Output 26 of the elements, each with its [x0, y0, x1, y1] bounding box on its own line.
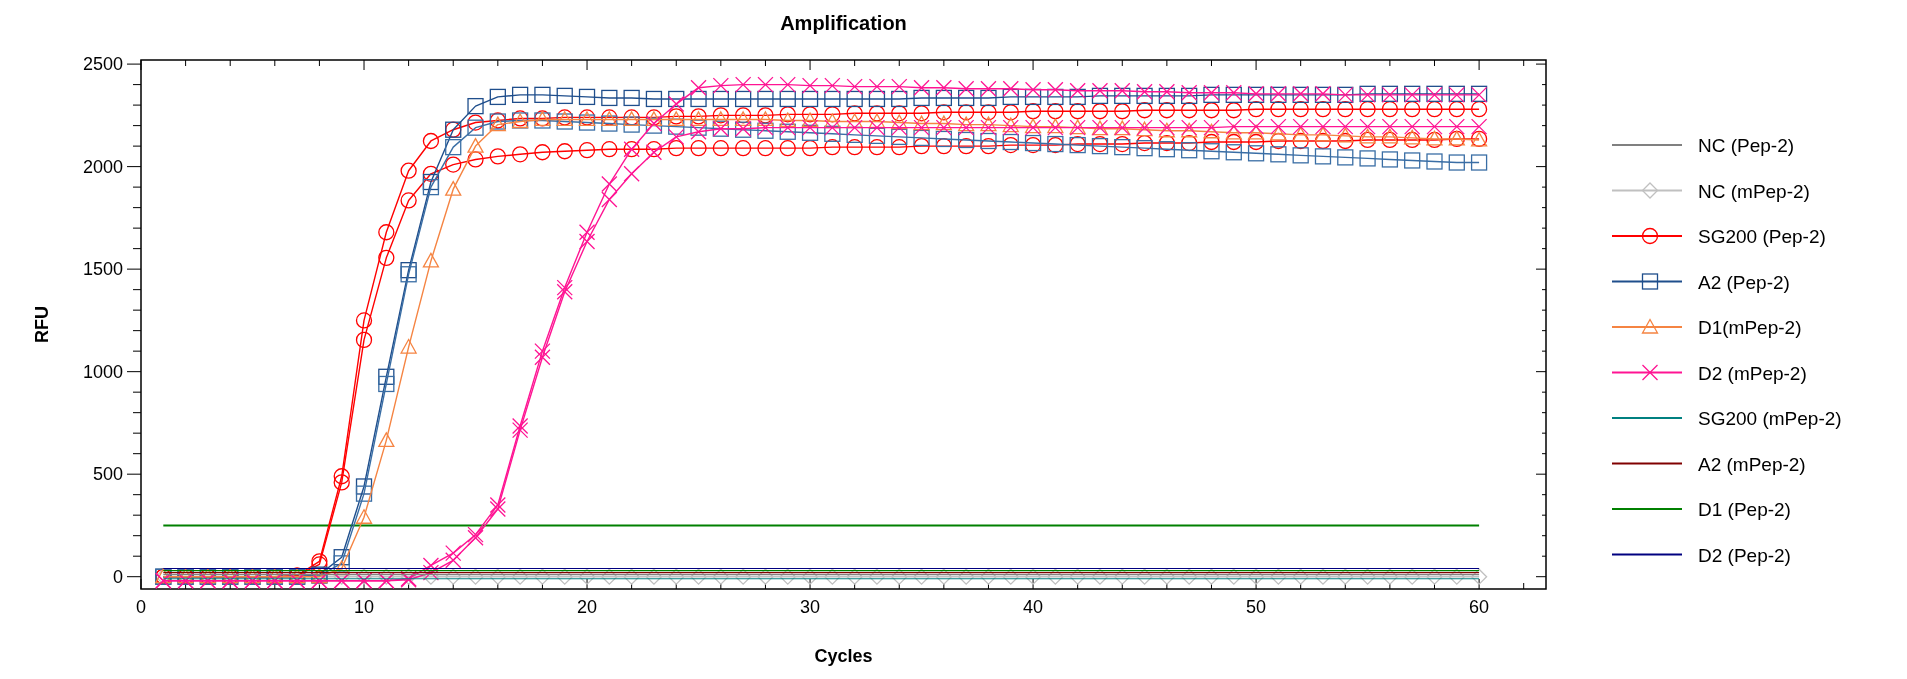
y-tick-label: 2500: [82, 54, 123, 75]
legend-label: D2 (mPep-2): [1698, 362, 1807, 384]
legend-label: D1(mPep-2): [1698, 317, 1802, 338]
chart-title: Amplification: [780, 12, 907, 34]
y-tick-label: 1500: [82, 259, 123, 280]
legend-label: A2 (Pep-2): [1698, 271, 1790, 293]
y-tick-label: 1000: [82, 361, 123, 382]
y-tick-label: 0: [112, 566, 123, 587]
legend-label: D2 (Pep-2): [1698, 544, 1791, 566]
legend-label: A2 (mPep-2): [1698, 453, 1806, 475]
x-tick-label: 30: [800, 597, 821, 617]
legend-label: SG200 (mPep-2): [1698, 408, 1842, 429]
legend-label: NC (mPep-2): [1698, 180, 1810, 202]
x-tick-label: 20: [577, 597, 598, 617]
legend-label: SG200 (Pep-2): [1698, 226, 1826, 247]
x-tick-label: 50: [1246, 597, 1267, 617]
x-axis-title: Cycles: [814, 646, 873, 666]
x-tick-label: 10: [354, 597, 375, 617]
legend-label: NC (Pep-2): [1698, 135, 1795, 156]
legend-label: D1 (Pep-2): [1698, 499, 1791, 520]
x-tick-label: 60: [1469, 597, 1490, 617]
y-tick-label: 2000: [82, 156, 123, 177]
x-tick-label: 0: [135, 597, 147, 617]
y-axis-title: RFU: [32, 306, 52, 343]
x-tick-label: 40: [1023, 597, 1044, 617]
y-tick-label: 500: [92, 464, 123, 485]
